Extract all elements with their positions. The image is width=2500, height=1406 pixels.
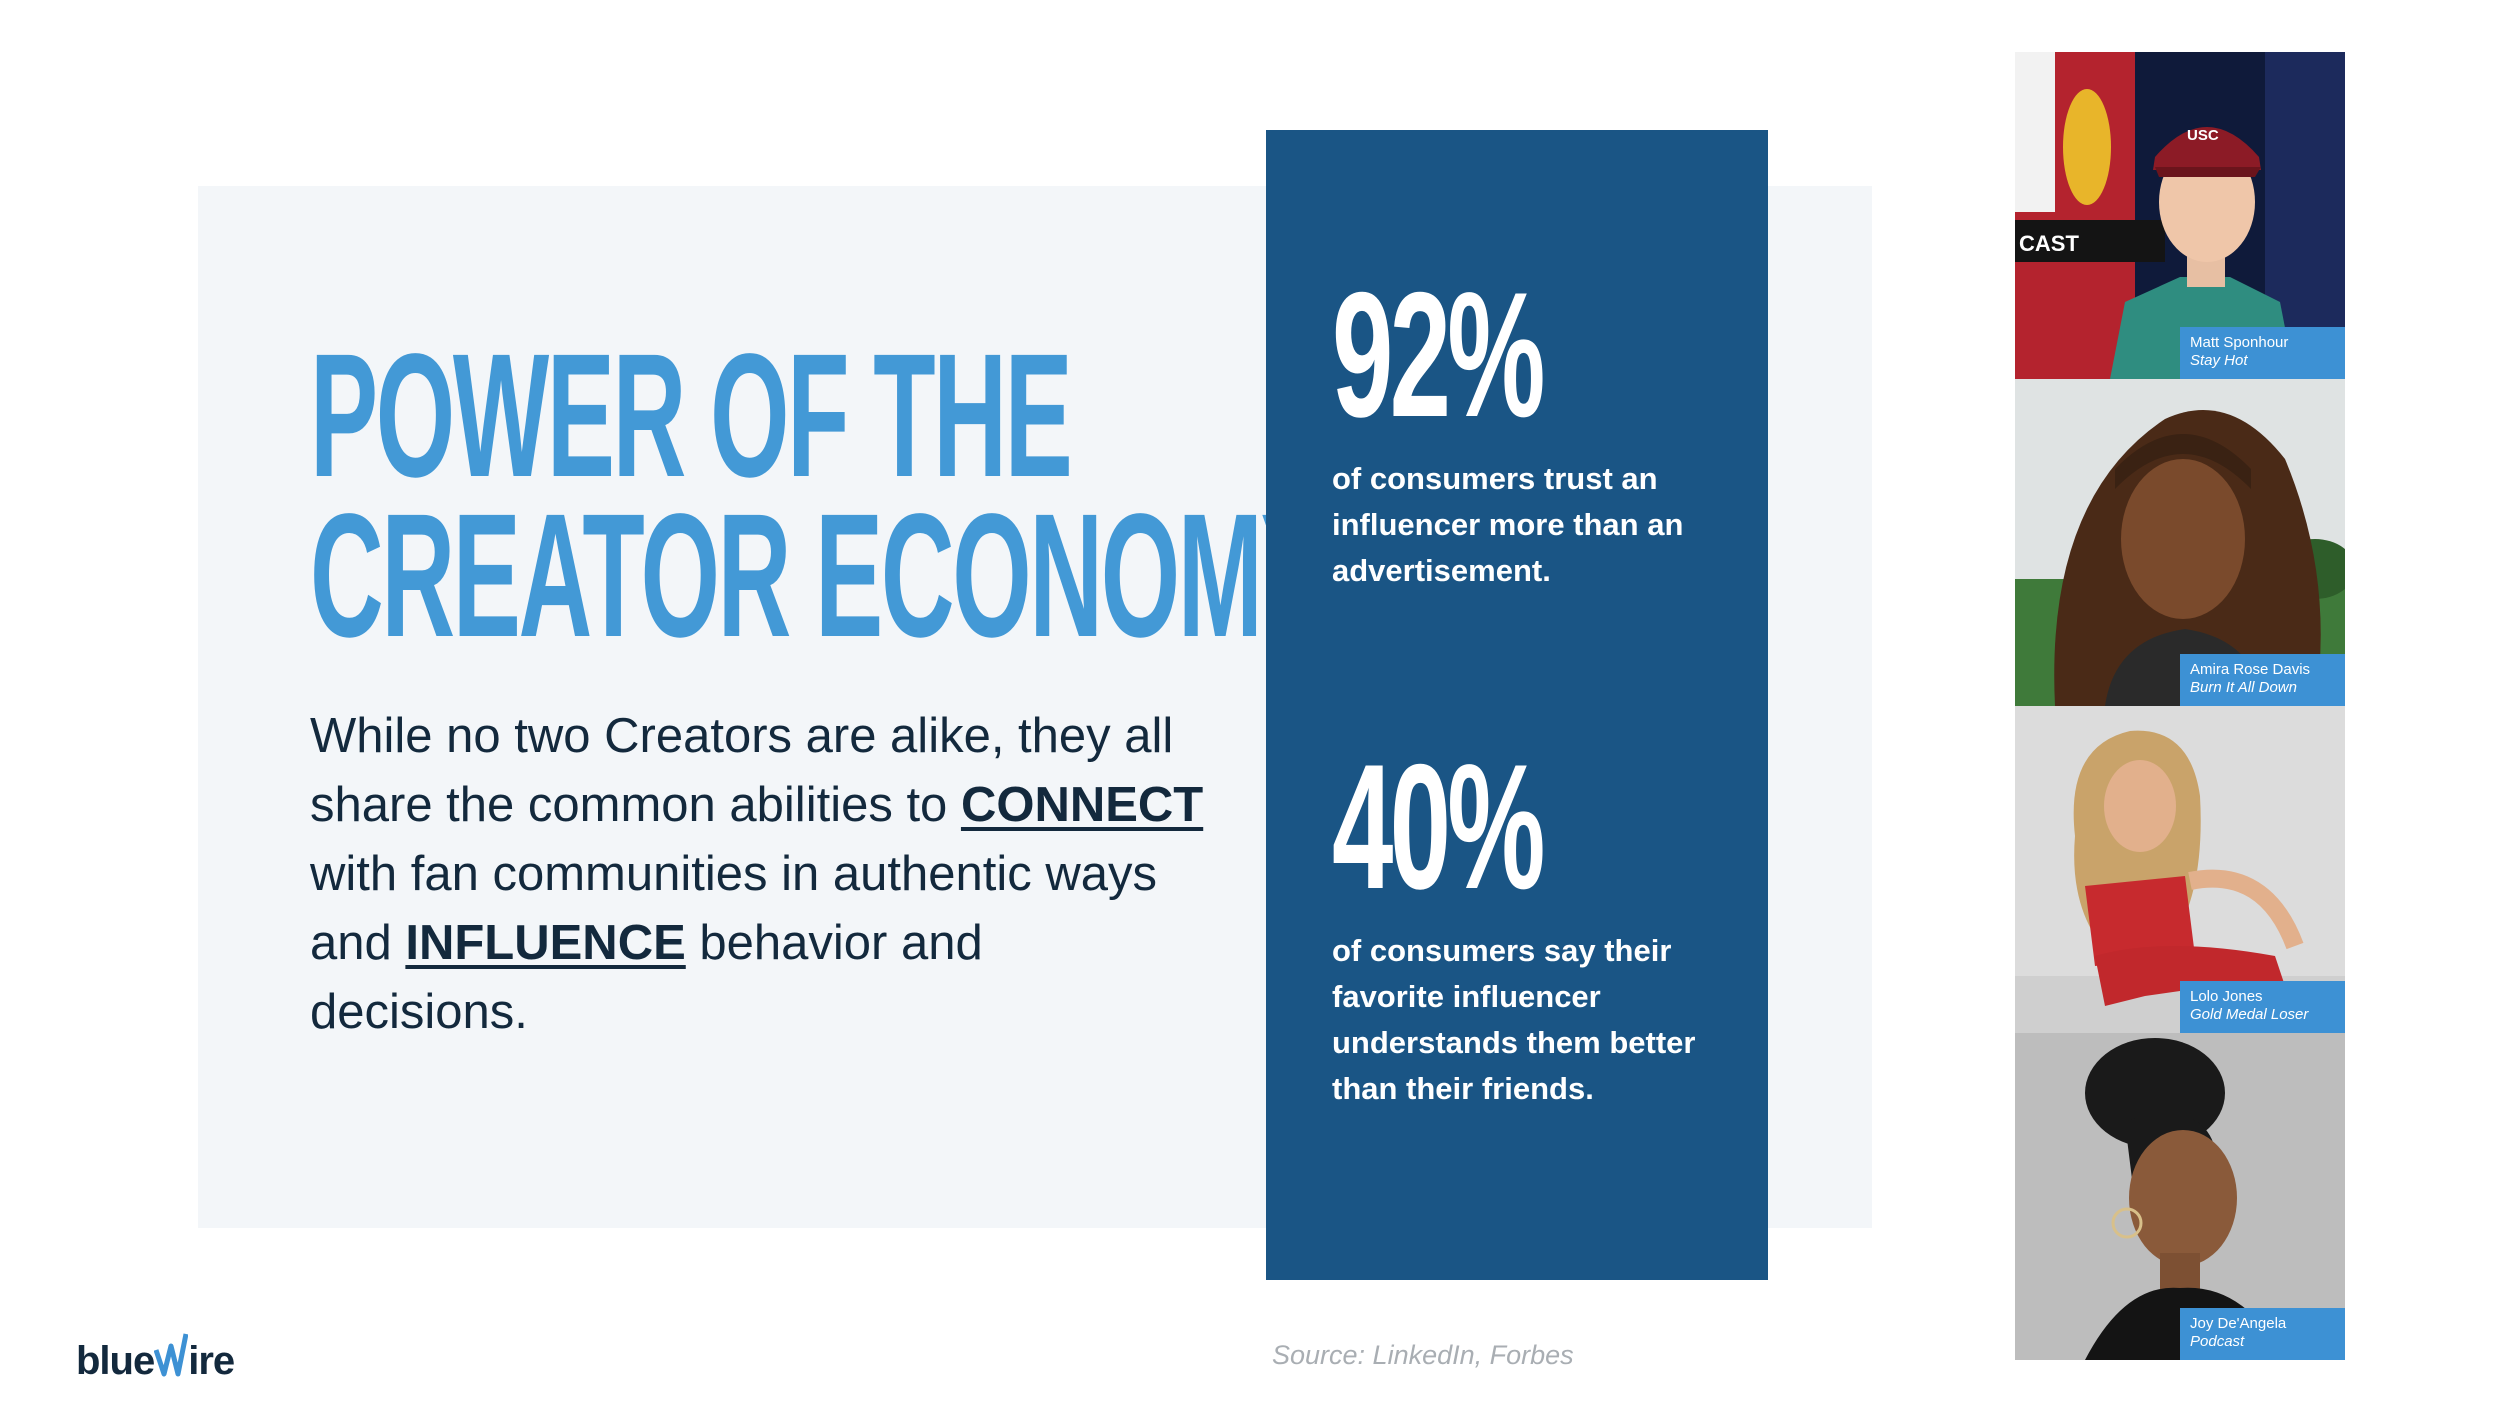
stat-value: 92% (1332, 255, 1545, 454)
creator-name: Amira Rose Davis (2190, 661, 2311, 678)
intro-paragraph: While no two Creators are alike, they al… (310, 702, 1210, 1047)
creator-name: Matt Sponhour (2190, 334, 2289, 351)
creator-show: Podcast (2190, 1333, 2245, 1350)
stat-description: of consumers trust an influencer more th… (1332, 461, 1684, 588)
creator-photo-amira-rose-davis: Amira Rose Davis Burn It All Down (2015, 379, 2345, 706)
stat-value: 40% (1332, 727, 1545, 926)
creator-show: Burn It All Down (2190, 679, 2297, 696)
logo-text-right: ire (188, 1339, 235, 1383)
intro-text-1: While no two Creators are alike, they al… (310, 709, 1174, 832)
creator-photo-lolo-jones: Lolo Jones Gold Medal Loser (2015, 706, 2345, 1033)
title-line-1: POWER OF THE (310, 318, 1073, 514)
bluewire-logo: blue ire (76, 1332, 235, 1383)
title-line-2: CREATOR ECONOMY (310, 478, 1329, 674)
creator-name: Joy De'Angela (2190, 1315, 2287, 1332)
keyword-influence: INFLUENCE (405, 916, 686, 970)
creator-photo-joy-deangela: Joy De'Angela Podcast (2015, 1033, 2345, 1360)
creator-portrait-image (2015, 1033, 2345, 1360)
creator-show: Gold Medal Loser (2190, 1006, 2309, 1023)
creator-caption: Lolo Jones Gold Medal Loser (2180, 981, 2345, 1033)
intro-text-3: behavior and decisions. (310, 916, 983, 1039)
intro-text-2: with fan communities in authentic ways a… (310, 847, 1157, 970)
stat-trust: 92% of consumers trust an influencer mor… (1332, 255, 1752, 594)
creator-caption: Amira Rose Davis Burn It All Down (2180, 654, 2345, 706)
stats-box: 92% of consumers trust an influencer mor… (1266, 130, 1768, 1280)
creator-photo-column: CAST USC Matt Sponhour Stay Hot Amira Ro… (2015, 52, 2345, 1360)
creator-show: Stay Hot (2190, 352, 2248, 369)
svg-text:USC: USC (2187, 127, 2219, 144)
page-title: POWER OF THE CREATOR ECONOMY (310, 318, 1329, 674)
wave-logo-icon (153, 1333, 189, 1377)
logo-text-left: blue (76, 1339, 155, 1383)
source-note: Source: LinkedIn, Forbes (1272, 1340, 1574, 1370)
creator-portrait-image (2015, 379, 2345, 706)
stat-description: of consumers say their favorite influenc… (1332, 933, 1696, 1106)
stat-understanding: 40% of consumers say their favorite infl… (1332, 727, 1752, 1112)
creator-caption: Matt Sponhour Stay Hot (2180, 327, 2345, 379)
creator-name: Lolo Jones (2190, 988, 2263, 1005)
creator-caption: Joy De'Angela Podcast (2180, 1308, 2345, 1360)
svg-text:CAST: CAST (2019, 231, 2079, 256)
keyword-connect: CONNECT (960, 778, 1204, 832)
creator-photo-matt-sponhour: CAST USC Matt Sponhour Stay Hot (2015, 52, 2345, 379)
